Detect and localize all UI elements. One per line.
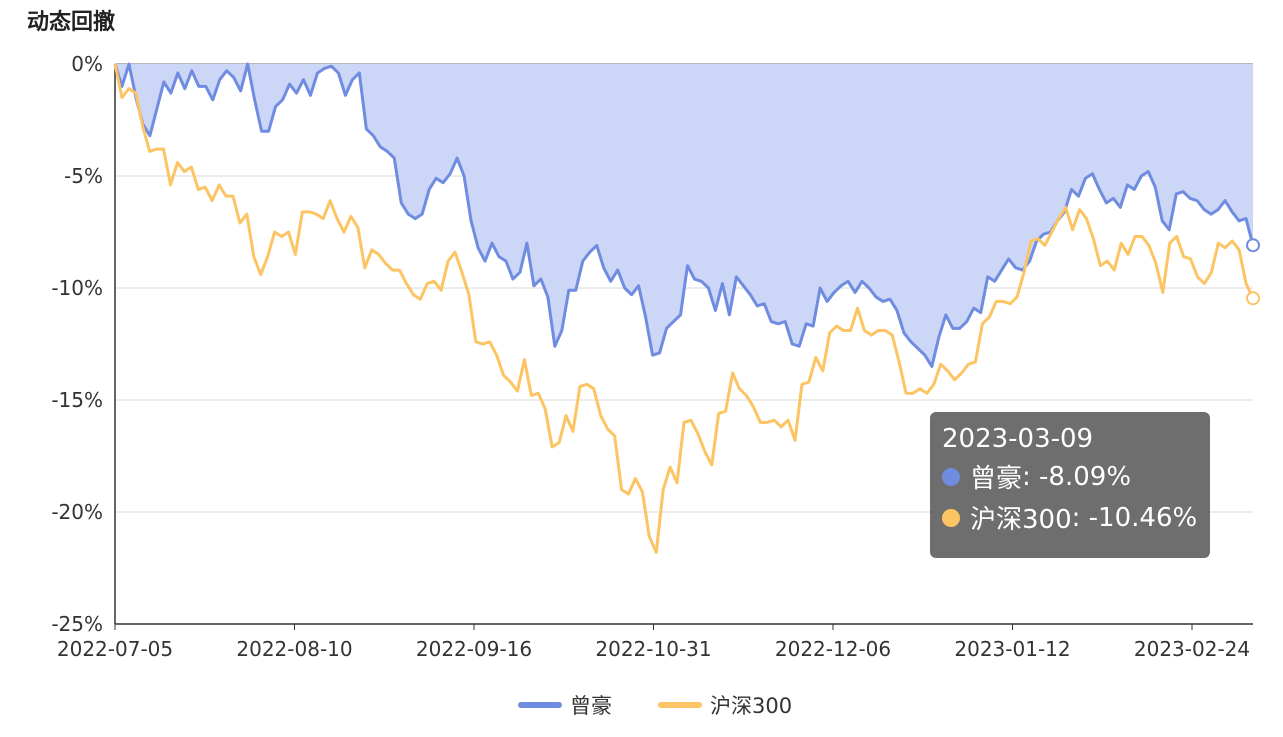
legend-item-index[interactable]: 沪深300 <box>658 694 792 718</box>
x-tick-label: 2022-09-16 <box>416 637 532 661</box>
fund-area <box>115 64 1253 367</box>
x-tick-label: 2022-07-05 <box>57 637 173 661</box>
chart-title: 动态回撤 <box>27 10 116 35</box>
legend[interactable]: 曾豪 沪深300 <box>518 694 792 718</box>
x-tick-label: 2023-02-24 <box>1134 637 1250 661</box>
y-tick-label: -25% <box>51 612 103 636</box>
tooltip: 2023-03-09 曾豪 : -8.09% 沪深300 : -10.46% <box>930 412 1210 558</box>
legend-label: 沪深300 <box>710 694 792 718</box>
index-dot-icon <box>942 508 960 527</box>
y-tick-label: -15% <box>51 388 103 412</box>
tooltip-index-name: 沪深300 <box>970 505 1072 535</box>
tooltip-date: 2023-03-09 <box>942 424 1094 454</box>
tooltip-fund-value: -8.09% <box>1039 461 1132 492</box>
tooltip-separator: : <box>1071 502 1089 533</box>
x-tick-label: 2023-01-12 <box>954 637 1070 661</box>
y-axis: 0% -5% -10% -15% -20% -25% <box>51 52 116 636</box>
x-axis: 2022-07-05 2022-08-10 2022-09-16 2022-10-31… <box>57 63 1253 661</box>
tooltip-row-fund: 曾豪 : -8.09% <box>942 458 1198 495</box>
legend-swatch-icon <box>518 702 562 708</box>
legend-label: 曾豪 <box>570 694 612 718</box>
tooltip-separator: : <box>1022 461 1040 492</box>
tooltip-fund-name: 曾豪 <box>970 464 1023 494</box>
fund-dot-icon <box>942 467 960 486</box>
x-tick-label: 2022-08-10 <box>236 637 352 661</box>
y-tick-label: -20% <box>51 500 103 524</box>
x-tick-label: 2022-10-31 <box>595 637 711 661</box>
index-line <box>113 63 1255 554</box>
legend-swatch-icon <box>658 702 702 708</box>
series-group <box>113 62 1260 554</box>
legend-item-fund[interactable]: 曾豪 <box>518 694 612 718</box>
tooltip-row-index: 沪深300 : -10.46% <box>942 499 1198 536</box>
tooltip-index-value: -10.46% <box>1088 502 1198 533</box>
x-tick-label: 2022-12-06 <box>775 637 891 661</box>
fund-end-point <box>1246 238 1260 253</box>
index-end-point <box>1246 291 1260 306</box>
y-tick-label: 0% <box>71 52 103 76</box>
y-tick-label: -5% <box>64 164 103 188</box>
y-tick-label: -10% <box>51 276 103 300</box>
